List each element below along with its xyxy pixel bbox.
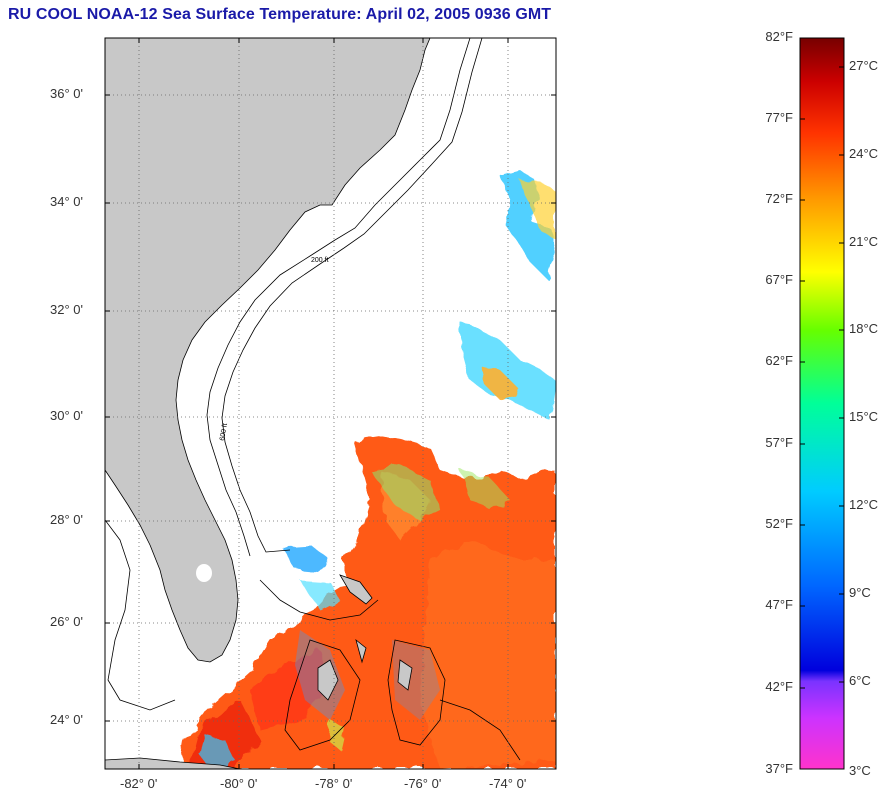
colorbar — [799, 37, 845, 770]
page-title: RU COOL NOAA-12 Sea Surface Temperature:… — [8, 6, 552, 23]
lat-label-24: 24° 0' — [50, 712, 83, 727]
colorbar-c-label: 3°C — [849, 763, 871, 778]
lat-label-28: 28° 0' — [50, 512, 83, 527]
colorbar-f-label: 47°F — [765, 597, 793, 612]
colorbar-c-label: 18°C — [849, 321, 879, 336]
colorbar-c-label: 12°C — [849, 497, 879, 512]
map-border — [104, 37, 557, 770]
colorbar-c-label: 27°C — [849, 58, 879, 73]
colorbar-f-label: 57°F — [765, 435, 793, 450]
colorbar-c-label: 24°C — [849, 146, 879, 161]
colorbar-f-label: 72°F — [765, 191, 793, 206]
lat-label-26: 26° 0' — [50, 614, 83, 629]
colorbar-c-label: 6°C — [849, 673, 871, 688]
lon-label-76: -76° 0' — [404, 776, 442, 791]
colorbar-ticks — [800, 37, 844, 689]
isobath-contours — [105, 38, 521, 761]
colorbar-c-label: 21°C — [849, 234, 879, 249]
colorbar-f-label: 37°F — [765, 761, 793, 776]
land-bahamas — [317, 574, 413, 701]
colorbar-f-label: 67°F — [765, 272, 793, 287]
lat-label-30: 30° 0' — [50, 408, 83, 423]
isobath-label-200: 200 ft — [311, 257, 329, 264]
lon-label-74: -74° 0' — [489, 776, 527, 791]
colorbar-f-label: 52°F — [765, 516, 793, 531]
isobath-label-600: 600 ft — [219, 423, 229, 442]
lat-label-34: 34° 0' — [50, 194, 83, 209]
colorbar-c-label: 9°C — [849, 585, 871, 600]
lon-label-82: -82° 0' — [120, 776, 158, 791]
lon-label-78: -78° 0' — [315, 776, 353, 791]
colorbar-c-label: 15°C — [849, 409, 879, 424]
colorbar-f-label: 77°F — [765, 110, 793, 125]
lat-label-36: 36° 0' — [50, 86, 83, 101]
lat-label-32: 32° 0' — [50, 302, 83, 317]
colorbar-f-label: 42°F — [765, 679, 793, 694]
lon-label-80: -80° 0' — [220, 776, 258, 791]
colorbar-f-label: 82°F — [765, 29, 793, 44]
land-southeast-us — [105, 38, 431, 663]
colorbar-f-label: 62°F — [765, 353, 793, 368]
lake-okeechobee — [196, 564, 212, 582]
map-ticks — [105, 38, 556, 769]
sst-cool-patches — [200, 170, 556, 769]
